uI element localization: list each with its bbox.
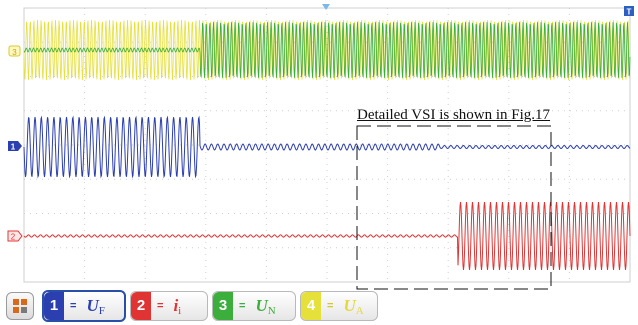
trace-ch2 [23, 201, 631, 271]
traces [23, 19, 631, 271]
channel-number: 3 [213, 291, 233, 320]
channel-tab-1[interactable]: 1 = U F [42, 289, 126, 322]
channel-number: 1 [44, 291, 64, 320]
ch3-marker[interactable]: 3 [8, 45, 21, 57]
channel-number: 2 [131, 291, 151, 320]
channel-label: i [173, 295, 179, 315]
channel-label: U [86, 295, 99, 315]
channel-tab-2[interactable]: 2 = i i [130, 290, 208, 321]
svg-text:3: 3 [12, 48, 17, 57]
channel-bar: 1 = U F 2 = i i 3 = U N 4 = U A [6, 289, 378, 322]
channel-number: 4 [301, 291, 321, 320]
dc-coupling-icon: = [239, 299, 246, 312]
channel-label-subscript: F [98, 304, 105, 317]
dc-coupling-icon: = [70, 299, 77, 312]
channel-label: U [343, 295, 356, 315]
dc-coupling-icon: = [157, 299, 164, 312]
channel-label-subscript: N [267, 304, 276, 317]
trace-ch1 [23, 115, 631, 179]
ch2-marker[interactable]: 2 [7, 230, 23, 242]
menu-button[interactable] [6, 291, 34, 320]
channel-label-subscript: i [178, 304, 182, 317]
svg-text:T: T [627, 8, 632, 17]
svg-text:1: 1 [11, 143, 16, 152]
grid-menu-icon [13, 298, 27, 313]
channel-label-subscript: A [355, 304, 364, 317]
channel-tab-4[interactable]: 4 = U A [300, 290, 378, 321]
svg-text:2: 2 [11, 233, 16, 242]
channel-tab-3[interactable]: 3 = U N [212, 290, 296, 321]
trigger-position-marker[interactable] [322, 4, 330, 10]
channel-label: U [255, 295, 268, 315]
annotation-text: Detailed VSI is shown in Fig.17 [357, 107, 551, 123]
trigger-level-marker[interactable]: T [624, 6, 634, 17]
detail-dashed-box [356, 125, 552, 290]
dc-coupling-icon: = [327, 299, 334, 312]
trace-ch3 [23, 22, 631, 78]
ch1-marker[interactable]: 1 [8, 141, 22, 152]
